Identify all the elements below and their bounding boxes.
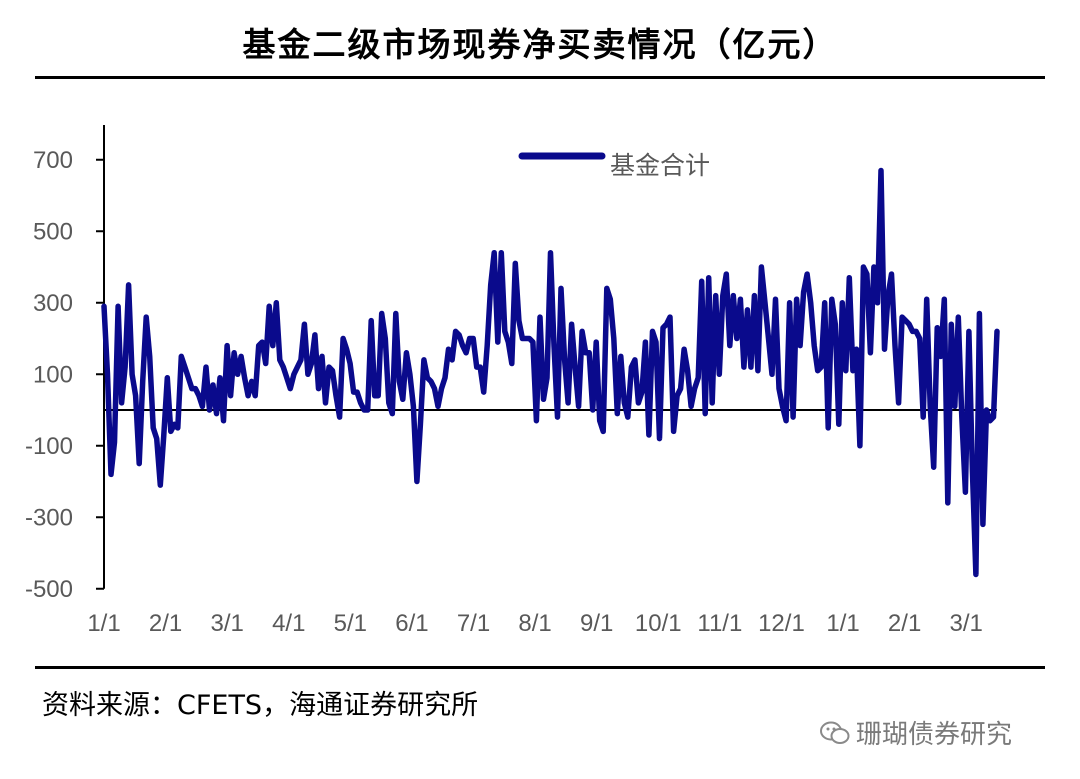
x-tick-label: 6/1 — [395, 610, 428, 637]
chart-title: 基金二级市场现券净买卖情况（亿元） — [242, 25, 838, 64]
wechat-icon — [820, 721, 850, 744]
watermark: 珊瑚债券研究 — [820, 714, 1012, 751]
x-tick-label: 9/1 — [580, 610, 613, 637]
y-tick-label: 500 — [33, 218, 73, 245]
y-tick-label: -500 — [25, 576, 73, 603]
series-layer — [101, 167, 1000, 578]
x-tick-label: 1/1 — [87, 610, 120, 637]
y-tick-label: 700 — [33, 147, 73, 174]
y-tick-label: 300 — [33, 290, 73, 317]
x-tick-label: 4/1 — [272, 610, 305, 637]
x-tick-label: 3/1 — [210, 610, 243, 637]
y-axis-tick-labels: 700 500 300 100 -100 -300 -500 — [25, 147, 73, 603]
y-tick-label: 100 — [33, 361, 73, 388]
y-tick-label: -100 — [25, 433, 73, 460]
x-tick-label: 2/1 — [149, 610, 182, 637]
x-tick-label: 12/1 — [758, 610, 805, 637]
x-tick-label: 8/1 — [518, 610, 551, 637]
x-tick-label: 5/1 — [334, 610, 367, 637]
watermark-text: 珊瑚债券研究 — [856, 720, 1013, 750]
source-note: 资料来源：CFETS，海通证券研究所 — [42, 690, 479, 721]
x-tick-label: 10/1 — [635, 610, 682, 637]
line-chart: 700 500 300 100 -100 -300 -500 1/1 2/1 3/1 4/1 5/1… — [25, 125, 1000, 637]
x-tick-label: 7/1 — [457, 610, 490, 637]
series-line-基金合计 — [101, 167, 1000, 578]
bottom-rule — [35, 666, 1045, 669]
y-tick-label: -300 — [25, 504, 73, 531]
x-axis-tick-labels: 1/1 2/1 3/1 4/1 5/1 6/1 7/1 8/1 9/1 10/1 11/1 12/1 1… — [87, 610, 983, 637]
top-rule — [35, 76, 1045, 79]
x-tick-label: 2/1 — [888, 610, 921, 637]
x-tick-label: 11/1 — [697, 610, 742, 637]
legend: 基金合计 — [518, 151, 710, 180]
legend-label: 基金合计 — [610, 151, 710, 180]
x-tick-label: 3/1 — [950, 610, 983, 637]
x-tick-label: 1/1 — [826, 610, 859, 637]
